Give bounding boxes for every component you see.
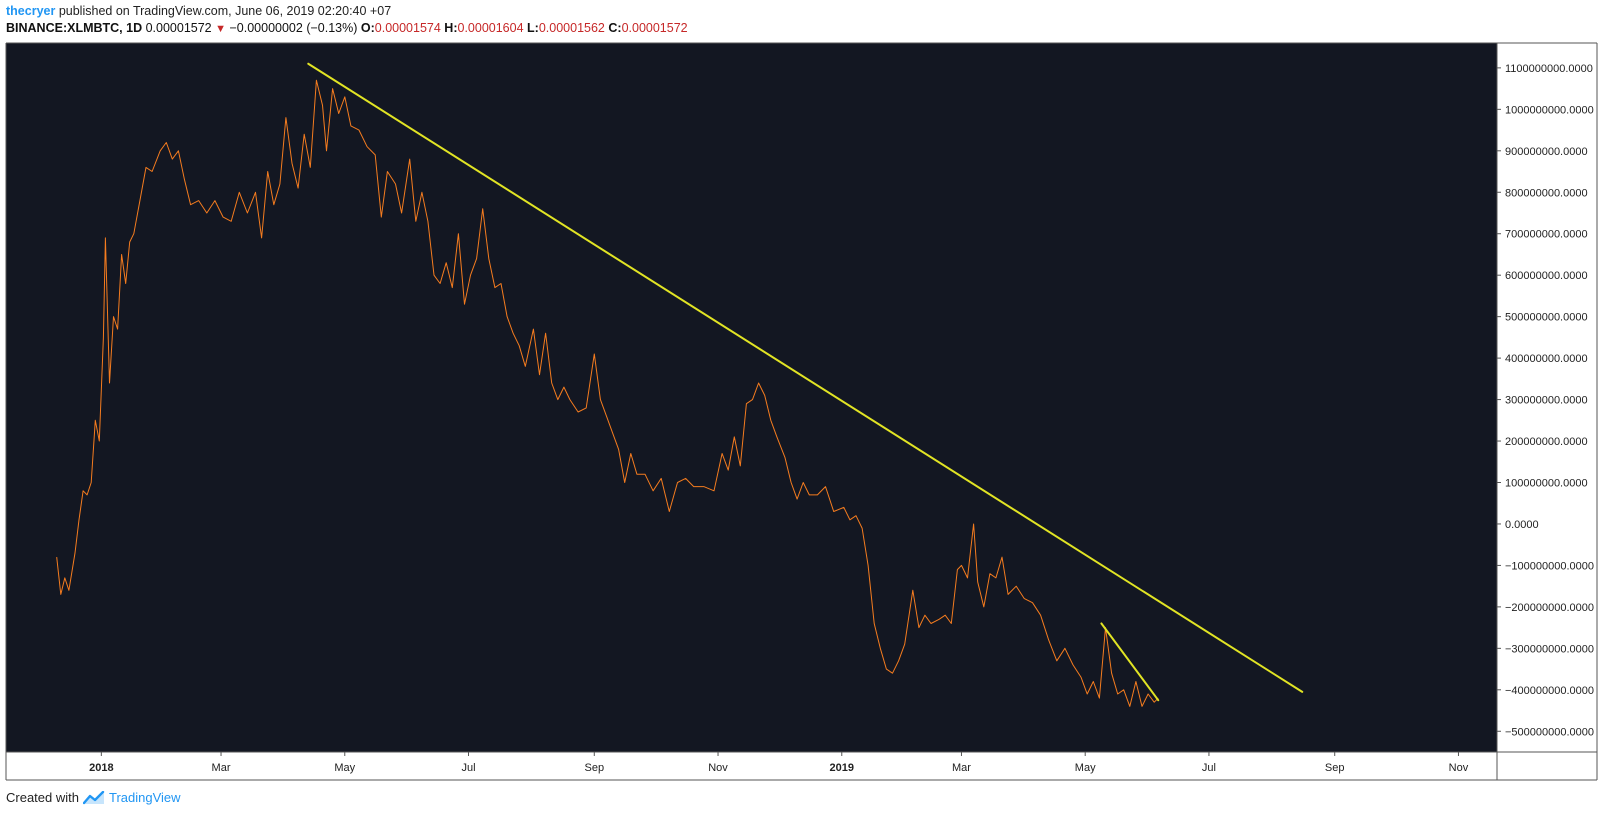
x-tick-label: Sep <box>1325 762 1345 774</box>
open-value: 0.00001574 <box>374 21 441 35</box>
symbol-name[interactable]: BINANCE:XLMBTC, 1D <box>6 21 143 35</box>
y-tick-label: 600000000.0000 <box>1505 270 1588 282</box>
y-tick-label: 500000000.0000 <box>1505 312 1588 324</box>
y-tick-label: 100000000.0000 <box>1505 477 1588 489</box>
x-tick-label: Nov <box>1449 762 1469 774</box>
close-value: 0.00001572 <box>621 21 688 35</box>
open-label: O: <box>360 21 375 35</box>
y-tick-label: 1100000000.0000 <box>1505 63 1593 75</box>
y-tick-label: −500000000.0000 <box>1505 726 1594 738</box>
low-label: L: <box>527 21 539 35</box>
x-tick-label: Jul <box>461 762 475 774</box>
y-tick-label: 0.0000 <box>1505 519 1539 531</box>
y-tick-label: −300000000.0000 <box>1505 643 1594 655</box>
y-tick-label: 700000000.0000 <box>1505 229 1588 241</box>
y-tick-label: 400000000.0000 <box>1505 353 1588 365</box>
x-tick-label: 2019 <box>830 762 854 774</box>
y-tick-label: 800000000.0000 <box>1505 187 1588 199</box>
tradingview-logo-icon <box>82 790 105 804</box>
x-tick-label: May <box>1075 762 1096 774</box>
x-tick-label: 2018 <box>89 762 113 774</box>
trendline-layer[interactable] <box>307 62 1304 702</box>
created-with-text: Created with <box>6 790 79 805</box>
high-value: 0.00001604 <box>457 21 524 35</box>
y-tick-label: −100000000.0000 <box>1505 560 1594 572</box>
series-layer <box>56 79 1159 707</box>
price-axis[interactable] <box>1497 43 1597 752</box>
x-tick-label: Sep <box>584 762 604 774</box>
price-change: −0.00000002 (−0.13%) <box>229 21 358 35</box>
y-tick-labels: 1100000000.0000 1000000000.0000 900000000.… <box>1497 63 1594 738</box>
y-tick-label: −200000000.0000 <box>1505 602 1594 614</box>
short-trendline[interactable] <box>1100 622 1160 702</box>
x-tick-label: Mar <box>212 762 231 774</box>
price-series-line <box>56 79 1159 707</box>
tradingview-brand-link[interactable]: TradingView <box>108 790 181 805</box>
plot-area[interactable] <box>6 43 1497 752</box>
last-price: 0.00001572 <box>145 21 212 35</box>
y-tick-label: 200000000.0000 <box>1505 436 1588 448</box>
published-text: published on TradingView.com, June 06, 2… <box>58 4 392 18</box>
x-tick-label: Mar <box>952 762 971 774</box>
y-tick-label: 1000000000.0000 <box>1505 104 1594 116</box>
author-link[interactable]: thecryer <box>6 4 56 18</box>
close-label: C: <box>608 21 622 35</box>
down-arrow-icon: ▼ <box>215 23 227 35</box>
publish-info: thecryer published on TradingView.com, J… <box>6 4 391 18</box>
x-tick-labels: 2018 Mar May Jul Sep Nov 2019 Mar May Jul Sep Nov <box>89 752 1469 774</box>
footer: Created with TradingView <box>6 790 181 805</box>
low-value: 0.00001562 <box>538 21 605 35</box>
symbol-legend: BINANCE:XLMBTC, 1D 0.00001572 ▼ −0.00000… <box>6 21 688 35</box>
high-label: H: <box>444 21 458 35</box>
main-trendline[interactable] <box>307 62 1304 693</box>
y-tick-label: 900000000.0000 <box>1505 146 1588 158</box>
y-tick-label: −400000000.0000 <box>1505 685 1594 697</box>
x-tick-label: May <box>334 762 355 774</box>
y-tick-label: 300000000.0000 <box>1505 395 1588 407</box>
x-tick-label: Jul <box>1202 762 1216 774</box>
x-tick-label: Nov <box>708 762 728 774</box>
time-axis[interactable] <box>6 752 1497 780</box>
